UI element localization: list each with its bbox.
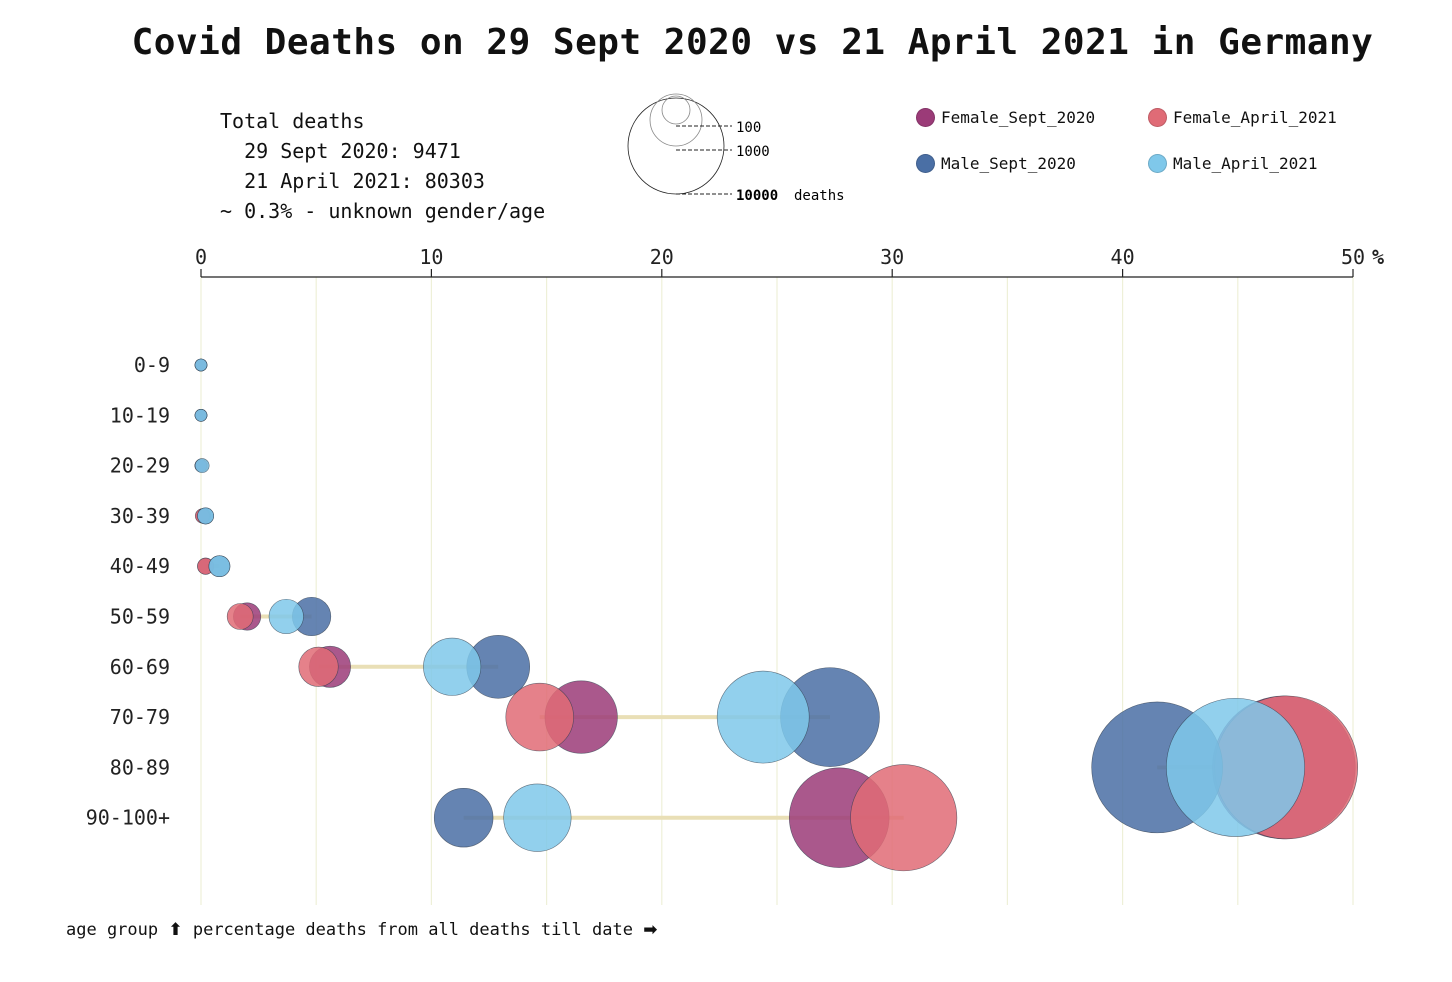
x-tick-label: 20 [650, 245, 674, 269]
axis-footer-note: age group ⬆ percentage deaths from all d… [66, 920, 657, 940]
size-legend-label-100: 100 [736, 120, 761, 136]
x-unit-label: % [1372, 245, 1384, 269]
bubble-male-april-2021 [268, 598, 304, 635]
footer-text-2: percentage deaths from all deaths till d… [182, 920, 644, 940]
category-label: 80-89 [110, 755, 170, 779]
legend-dot-icon [1148, 108, 1167, 127]
legend-item-female-april: Female_April_2021 [1148, 108, 1337, 127]
legend-label: Female_Sept_2020 [941, 108, 1096, 127]
category-label: 0-9 [134, 353, 170, 377]
bubble-male-april-2021 [194, 358, 208, 372]
x-tick-label: 40 [1111, 245, 1135, 269]
legend-dot-icon [916, 108, 935, 127]
size-legend-label-10000: 10000 [736, 188, 778, 204]
legend-item-male-sept: Male_Sept_2020 [916, 154, 1076, 173]
category-label: 30-39 [110, 504, 170, 528]
bubble-female-april-2021 [850, 764, 958, 872]
legend-item-male-april: Male_April_2021 [1148, 154, 1318, 173]
x-tick-label: 0 [195, 245, 207, 269]
legend-dot-icon [916, 154, 935, 173]
legend-label: Male_April_2021 [1173, 154, 1318, 173]
size-legend-circle-100 [661, 95, 691, 125]
totals-heading: Total deaths [220, 109, 365, 133]
legend-label: Male_Sept_2020 [941, 154, 1076, 173]
arrow-right-icon: ➡ [643, 920, 658, 940]
series-legend: Female_Sept_2020 Female_April_2021 Male_… [916, 108, 1396, 188]
totals-note: Total deaths 29 Sept 2020: 9471 21 April… [220, 106, 545, 226]
x-tick-label: 30 [880, 245, 904, 269]
category-label: 90-100+ [86, 806, 170, 830]
totals-sept: 29 Sept 2020: 9471 [220, 139, 461, 163]
category-label: 70-79 [110, 705, 170, 729]
bubble-male-sept-2020 [433, 787, 494, 848]
size-legend-circle-1000 [649, 93, 703, 147]
bubble-male-april-2021 [194, 458, 210, 473]
x-tick-label: 50 [1341, 245, 1365, 269]
totals-unknown: ~ 0.3% - unknown gender/age [220, 199, 546, 223]
bubble-female-april-2021 [505, 682, 574, 752]
bubble-male-april-2021 [208, 555, 231, 578]
category-label: 40-49 [110, 554, 170, 578]
totals-april: 21 April 2021: 80303 [220, 169, 485, 193]
legend-item-female-sept: Female_Sept_2020 [916, 108, 1095, 127]
x-tick-label: 10 [419, 245, 443, 269]
chart-title: Covid Deaths on 29 Sept 2020 vs 21 April… [131, 22, 1374, 63]
category-label: 10-19 [110, 403, 170, 427]
bubble-female-april-2021 [226, 603, 254, 630]
bubble-female-april-2021 [298, 646, 339, 687]
legend-label: Female_April_2021 [1173, 108, 1337, 127]
category-label: 60-69 [110, 655, 170, 679]
category-label: 50-59 [110, 605, 170, 629]
footer-text-1: age group [66, 920, 169, 940]
bubble-male-april-2021 [423, 637, 482, 696]
size-legend-suffix: deaths [794, 188, 845, 204]
bubble-male-april-2021 [1166, 697, 1305, 837]
size-legend-label-1000: 1000 [736, 144, 770, 160]
bubble-male-april-2021 [194, 408, 208, 422]
arrow-up-icon: ⬆ [168, 920, 183, 940]
legend-dot-icon [1148, 154, 1167, 173]
category-label: 20-29 [110, 454, 170, 478]
bubble-male-april-2021 [716, 670, 810, 764]
size-legend: 100 1000 10000 deaths [627, 93, 845, 204]
bubble-male-april-2021 [503, 783, 572, 852]
bubble-male-april-2021 [197, 507, 215, 525]
